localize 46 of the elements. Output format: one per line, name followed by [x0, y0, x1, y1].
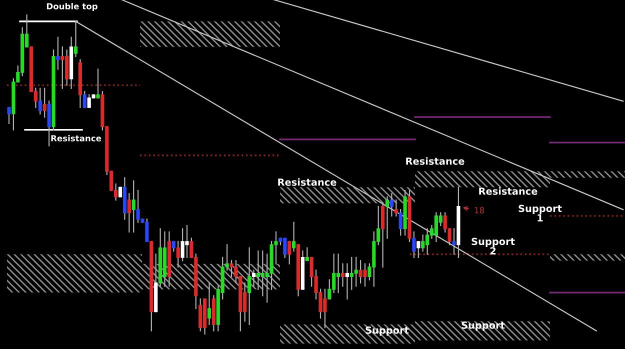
- candlestick: [127, 193, 131, 232]
- candlestick: [385, 196, 390, 239]
- candlestick: [207, 282, 212, 325]
- band-label: Resistance: [406, 157, 464, 165]
- candlestick: [60, 46, 64, 89]
- candlestick: [118, 186, 122, 198]
- candlestick: [248, 247, 252, 325]
- candlestick: [82, 91, 86, 108]
- candlestick: [416, 240, 420, 258]
- candlestick: [185, 224, 189, 258]
- candlestick: [47, 100, 51, 146]
- candlestick: [390, 193, 394, 217]
- candlestick: [421, 234, 425, 252]
- candlestick: [172, 240, 176, 252]
- candlestick: [354, 256, 358, 287]
- candlestick: [381, 202, 385, 268]
- annotation: Support 2: [472, 238, 515, 254]
- candlestick: [363, 263, 367, 287]
- band-label: Support: [366, 326, 409, 336]
- annotation: Resistance: [479, 187, 538, 195]
- candlestick: [345, 263, 349, 300]
- candlestick: [56, 36, 60, 70]
- candlestick: [198, 298, 202, 332]
- candlestick: [74, 20, 78, 58]
- candlestick: [132, 180, 136, 232]
- ref-line-label: Resistance: [51, 134, 102, 142]
- candlestick: [38, 88, 42, 114]
- annotation: 18: [474, 207, 484, 214]
- candlestick: [176, 240, 180, 268]
- candlestick: [340, 263, 345, 287]
- band-label: Resistance: [278, 178, 336, 186]
- candlestick: [398, 209, 402, 236]
- candlestick: [7, 106, 11, 124]
- candlestick: [292, 222, 296, 252]
- candlestick: [42, 88, 46, 118]
- candlestick: [412, 231, 416, 258]
- candlestick: [252, 270, 256, 287]
- annotation: Support 1: [518, 204, 562, 222]
- candlestick: [394, 199, 398, 217]
- band-label: Support: [462, 321, 505, 331]
- candlestick: [452, 228, 456, 255]
- candlestick: [305, 247, 309, 262]
- ref-line-label: Double top: [46, 2, 98, 12]
- candlestick: [230, 260, 234, 278]
- candlestick: [288, 240, 292, 264]
- candlestick: [96, 68, 100, 98]
